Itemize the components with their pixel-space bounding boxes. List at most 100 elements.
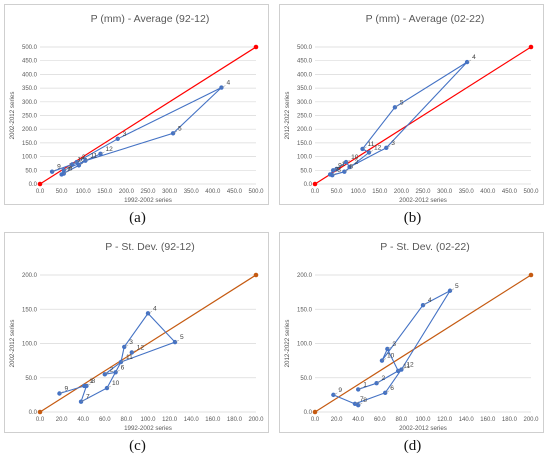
data-point — [334, 166, 339, 172]
y-tick-label: 300.0 — [22, 100, 38, 106]
point-label-leader — [59, 391, 64, 394]
y-tick-label: 0.0 — [304, 410, 313, 416]
y-tick-label: 150.0 — [22, 141, 38, 147]
x-tick-label: 80.0 — [396, 417, 408, 423]
point-label-leader — [362, 146, 367, 150]
x-tick-label: 350.0 — [459, 189, 475, 195]
point-label: 6 — [390, 385, 394, 392]
reference-endpoint — [528, 272, 534, 278]
x-tick-label: 60.0 — [99, 417, 111, 423]
point-label-leader — [106, 385, 112, 389]
point-label-leader — [80, 399, 86, 402]
y-tick-label: 250.0 — [22, 114, 38, 120]
x-tick-label: 150.0 — [97, 189, 113, 195]
x-axis-title: 2002-2012 series — [399, 425, 447, 432]
point-label: 10 — [387, 353, 395, 360]
point-label: 7 — [67, 166, 71, 173]
point-label: 5 — [455, 283, 459, 290]
caption-d: (d) — [403, 438, 422, 454]
point-label-leader — [147, 311, 153, 314]
chart-frame — [4, 232, 269, 433]
x-tick-label: 0.0 — [311, 189, 320, 195]
y-tick-label: 0.0 — [29, 410, 38, 416]
point-label-leader — [124, 344, 129, 348]
data-point — [420, 302, 426, 308]
point-label: 8 — [91, 378, 95, 385]
point-label: 10 — [351, 154, 359, 161]
y-tick-label: 100.0 — [297, 155, 313, 161]
x-tick-label: 400.0 — [205, 189, 221, 195]
y-tick-label: 0.0 — [29, 182, 38, 188]
chart-frame — [279, 4, 544, 205]
point-label-leader — [332, 173, 337, 176]
y-tick-label: 150.0 — [22, 307, 38, 313]
point-label: 4 — [472, 54, 476, 61]
point-label: 2 — [355, 159, 359, 166]
point-label: 1 — [69, 162, 73, 169]
x-tick-label: 250.0 — [415, 189, 431, 195]
y-tick-label: 100.0 — [297, 342, 313, 348]
y-tick-label: 400.0 — [22, 72, 38, 78]
point-label: 9 — [338, 387, 342, 394]
point-label: 4 — [226, 80, 230, 87]
x-tick-label: 100.0 — [76, 189, 92, 195]
point-label-leader — [333, 392, 338, 396]
point-label: 7 — [360, 396, 364, 403]
point-label: 10 — [112, 380, 120, 387]
point-label: 7 — [86, 394, 90, 401]
y-tick-label: 300.0 — [297, 100, 313, 106]
x-tick-label: 150.0 — [372, 189, 388, 195]
y-tick-label: 400.0 — [297, 72, 313, 78]
point-label: 3 — [129, 339, 133, 346]
point-label-leader — [385, 390, 390, 394]
point-label-leader — [63, 168, 68, 171]
x-tick-label: 20.0 — [56, 417, 68, 423]
chart-title: P - St. Dev. (92-12) — [105, 241, 194, 253]
data-point — [392, 105, 398, 110]
point-label: 2 — [382, 375, 386, 382]
point-label: 12 — [105, 146, 113, 153]
reference-line — [314, 46, 532, 185]
y-tick-label: 0.0 — [304, 182, 313, 188]
x-tick-label: 50.0 — [331, 189, 343, 195]
point-label-leader — [381, 358, 387, 361]
point-label-leader — [104, 372, 109, 375]
point-label: 11 — [403, 363, 410, 370]
point-label-leader — [117, 136, 122, 140]
point-label-leader — [386, 145, 391, 149]
reference-endpoint — [253, 44, 259, 50]
chart-frame — [4, 4, 269, 205]
reference-line — [39, 274, 257, 413]
point-label-leader — [76, 159, 81, 163]
point-label: 3 — [123, 131, 127, 138]
data-point — [447, 288, 453, 293]
x-tick-label: 200.0 — [523, 417, 539, 423]
point-label: 10 — [77, 156, 85, 163]
point-label: 1 — [342, 161, 346, 168]
x-tick-label: 200.0 — [248, 417, 264, 423]
point-label-leader — [221, 85, 226, 88]
point-label-leader — [131, 350, 136, 353]
series-line — [59, 312, 176, 403]
chart-b: P (mm) - Average (02-22)0.050.0100.0150.… — [284, 13, 539, 204]
point-label-leader — [401, 367, 406, 370]
point-label-leader — [344, 169, 349, 172]
reference-endpoint — [37, 409, 43, 415]
x-tick-label: 200.0 — [119, 189, 135, 195]
point-label-leader — [78, 163, 83, 166]
y-tick-label: 200.0 — [22, 273, 38, 279]
point-label-leader — [115, 370, 120, 373]
point-label: 12 — [137, 344, 145, 351]
point-label-leader — [368, 150, 374, 153]
chart-title: P (mm) - Average (92-12) — [91, 13, 210, 25]
y-axis-title: 2012-2022 series — [284, 92, 291, 140]
point-label-leader — [86, 383, 91, 387]
y-tick-label: 50.0 — [25, 168, 37, 174]
point-label: 4 — [428, 297, 432, 304]
point-label: 8 — [337, 167, 341, 174]
point-label: 11 — [90, 153, 97, 160]
y-tick-label: 500.0 — [22, 45, 38, 51]
x-tick-label: 350.0 — [184, 189, 200, 195]
reference-endpoint — [528, 44, 534, 50]
